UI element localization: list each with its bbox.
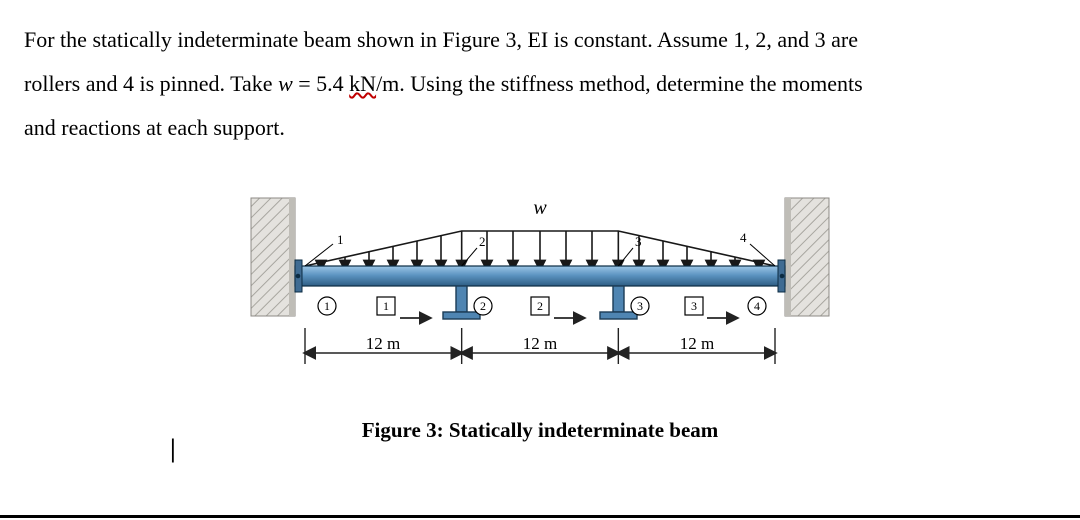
distributed-load <box>305 231 775 266</box>
line-2a: rollers and 4 is pinned. Take <box>24 71 278 96</box>
elem-circle-2: 2 <box>474 297 492 315</box>
svg-text:1: 1 <box>383 299 389 313</box>
node-4-callout: 4 <box>740 230 775 266</box>
elem-square-3: 3 <box>685 297 737 318</box>
elem-circle-1: 1 <box>318 297 336 315</box>
elem-square-1: 1 <box>377 297 430 318</box>
svg-text:4: 4 <box>754 299 760 313</box>
eq-sign: = 5.4 <box>293 71 349 96</box>
unit-kn: kN <box>349 71 376 96</box>
svg-text:2: 2 <box>479 234 486 249</box>
right-wall <box>785 198 829 316</box>
svg-text:1: 1 <box>337 232 344 247</box>
line-2: rollers and 4 is pinned. Take w = 5.4 kN… <box>24 62 1056 106</box>
svg-text:4: 4 <box>740 230 747 245</box>
bottom-border <box>0 515 1080 518</box>
svg-text:1: 1 <box>324 299 330 313</box>
svg-text:2: 2 <box>537 299 543 313</box>
span-3-label: 12 m <box>680 334 714 353</box>
elem-circle-4: 4 <box>748 297 766 315</box>
line-1: For the statically indeterminate beam sh… <box>24 18 1056 62</box>
svg-text:2: 2 <box>480 299 486 313</box>
var-w: w <box>278 71 293 96</box>
text-cursor: | <box>170 434 176 464</box>
figure-container: w 1 2 <box>245 178 835 443</box>
line-2b: /m. Using the stiffness method, determin… <box>376 71 863 96</box>
node-2-callout: 2 <box>462 234 486 266</box>
span-2-label: 12 m <box>523 334 557 353</box>
span-1-label: 12 m <box>366 334 400 353</box>
problem-statement: For the statically indeterminate beam sh… <box>24 18 1056 150</box>
svg-text:3: 3 <box>691 299 697 313</box>
beam-diagram: w 1 2 <box>245 178 835 408</box>
svg-text:3: 3 <box>635 234 642 249</box>
svg-text:3: 3 <box>637 299 643 313</box>
figure-caption: Figure 3: Statically indeterminate beam <box>245 418 835 443</box>
left-wall <box>251 198 295 316</box>
node-3-callout: 3 <box>618 234 641 266</box>
line-3: and reactions at each support. <box>24 106 1056 150</box>
dimension-lines: 12 m 12 m 12 m <box>305 328 775 364</box>
elem-square-2: 2 <box>531 297 584 318</box>
load-label-w: w <box>533 197 547 219</box>
elem-circle-3: 3 <box>631 297 649 315</box>
